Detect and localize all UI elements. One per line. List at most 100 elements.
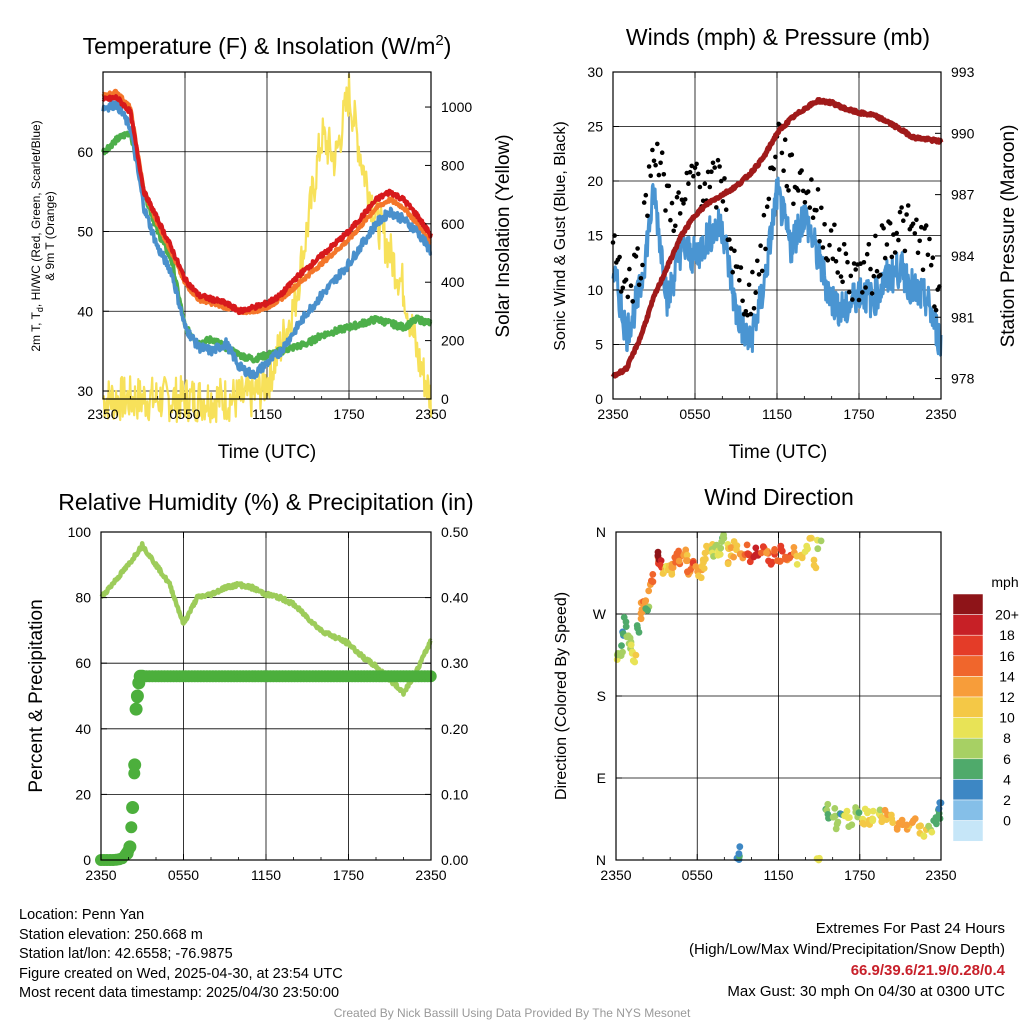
direction-point	[654, 548, 662, 556]
gust-point	[796, 188, 801, 193]
dir-ytick-label: S	[597, 688, 606, 704]
gust-point	[728, 246, 734, 251]
gust-point	[822, 222, 827, 227]
gust-point	[771, 166, 776, 172]
gust-point	[789, 152, 795, 157]
wind-gridlines	[613, 72, 941, 399]
gust-point	[819, 205, 824, 211]
gust-point	[896, 237, 901, 243]
direction-point	[642, 597, 650, 605]
gust-point	[782, 137, 788, 142]
direction-point	[834, 818, 842, 826]
gust-point	[743, 309, 749, 314]
gust-point	[753, 290, 758, 296]
gust-point	[669, 200, 675, 206]
wind-axes: 2350 0550 1150 1750 235005101520253097898198…	[587, 64, 974, 422]
direction-point	[810, 561, 818, 569]
gust-point	[873, 233, 878, 239]
dir-gridlines	[616, 532, 941, 860]
gust-point	[717, 164, 722, 169]
temp-title: Temperature (F) & Insolation (W/m2)	[83, 32, 452, 59]
gust-point	[843, 251, 849, 256]
direction-point	[637, 615, 645, 623]
gust-point	[928, 262, 934, 268]
rh-y2tick-label: 0.40	[441, 590, 468, 606]
gust-point	[661, 172, 667, 177]
gust-point	[915, 250, 921, 256]
gust-point	[748, 311, 754, 317]
rh-ytick-label: 80	[75, 590, 91, 606]
gust-point	[838, 274, 844, 279]
dir-xtick-label: 2350	[925, 867, 956, 883]
direction-point	[645, 587, 653, 595]
legend-label: 4	[1003, 771, 1011, 787]
legend-swatch	[952, 634, 984, 657]
series-temp-line	[101, 94, 433, 316]
gust-point	[618, 289, 624, 294]
direction-point	[786, 554, 794, 562]
gust-point	[705, 169, 711, 175]
gust-point	[802, 200, 808, 205]
gust-point	[697, 184, 703, 190]
direction-point	[752, 544, 760, 552]
gust-point	[784, 183, 790, 189]
wind-ytick-label: 20	[587, 173, 603, 189]
direction-point	[695, 572, 702, 580]
gust-point	[718, 178, 724, 184]
rh-ytick-label: 100	[68, 524, 92, 540]
rh-ytick-label: 40	[75, 721, 91, 737]
direction-point	[810, 556, 818, 564]
wind-xtick-label: 0550	[679, 406, 710, 422]
temp-ytick-label: 40	[77, 303, 93, 319]
direction-point	[917, 822, 924, 830]
gust-point	[732, 248, 737, 254]
gust-point	[643, 192, 649, 198]
temp-y2tick-label: 800	[441, 157, 465, 173]
direction-point	[903, 821, 911, 829]
gust-point	[850, 297, 855, 302]
gust-point	[814, 208, 819, 213]
temp-y2tick-label: 1000	[441, 99, 472, 115]
rh-title: Relative Humidity (%) & Precipitation (i…	[58, 489, 473, 515]
gust-point	[874, 268, 880, 274]
gust-point	[696, 171, 701, 177]
gust-point	[674, 194, 680, 200]
recent-data-timestamp: Most recent data timestamp: 2025/04/30 2…	[19, 985, 340, 1001]
gust-point	[671, 228, 676, 234]
dir-xtick-label: 2350	[600, 867, 631, 883]
gust-point	[894, 230, 899, 236]
gust-point	[882, 255, 888, 261]
direction-point	[893, 826, 901, 833]
direction-point	[869, 817, 877, 825]
gust-point	[923, 223, 929, 228]
gust-point	[620, 285, 626, 291]
series-dewpoint-line	[101, 130, 433, 364]
gust-point	[786, 188, 791, 193]
gust-point	[714, 205, 719, 210]
wind-ytick-label: 0	[595, 391, 603, 407]
wind-ylabel-left: Sonic Wind & Gust (Blue, Black)	[552, 121, 569, 350]
gust-point	[779, 150, 785, 156]
direction-point	[864, 808, 872, 815]
wind-xlabel: Time (UTC)	[729, 442, 828, 463]
gust-point	[930, 255, 936, 260]
legend-label: 18	[999, 627, 1015, 643]
gust-point	[827, 242, 832, 248]
wind-ytick-label: 15	[587, 228, 603, 244]
gust-point	[820, 245, 826, 250]
legend-swatch	[952, 737, 984, 760]
gust-point	[691, 173, 696, 179]
gust-point	[636, 282, 642, 288]
gust-point	[840, 279, 845, 285]
direction-point	[829, 813, 837, 821]
direction-point	[683, 551, 691, 559]
gust-point	[646, 164, 652, 169]
gust-point	[645, 213, 650, 219]
gust-point	[932, 304, 937, 309]
precip-point	[129, 702, 143, 716]
legend-label: 6	[1003, 751, 1011, 767]
temp-ytick-label: 60	[77, 144, 93, 160]
direction-point	[843, 807, 851, 815]
precip-point	[130, 689, 144, 703]
